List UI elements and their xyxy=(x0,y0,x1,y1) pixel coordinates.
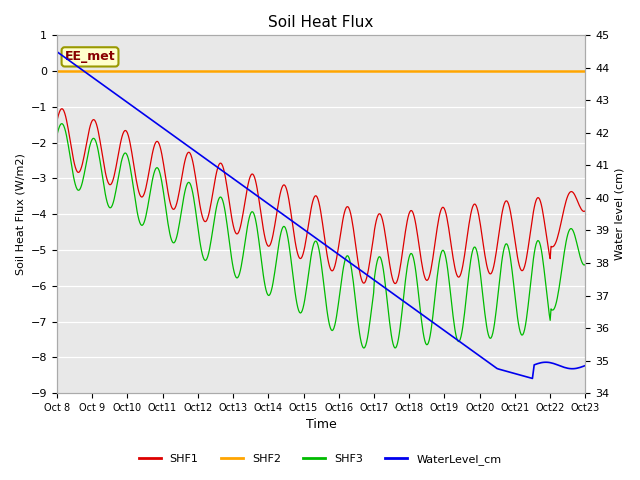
SHF3 xyxy=(58,121,66,127)
SHF2 xyxy=(88,68,96,74)
SHF3 xyxy=(189,194,197,200)
WaterLevel_cm xyxy=(367,275,375,281)
SHF3 xyxy=(53,133,61,139)
SHF2 xyxy=(53,68,61,74)
SHF1 xyxy=(582,208,589,214)
SHF1 xyxy=(189,163,197,168)
SHF1 xyxy=(408,208,415,214)
SHF3 xyxy=(147,183,155,189)
WaterLevel_cm xyxy=(582,362,589,368)
SHF1 xyxy=(147,156,155,162)
WaterLevel_cm xyxy=(529,375,536,381)
Y-axis label: Soil Heat Flux (W/m2): Soil Heat Flux (W/m2) xyxy=(15,153,25,275)
Y-axis label: Water level (cm): Water level (cm) xyxy=(615,168,625,261)
SHF3 xyxy=(360,345,368,351)
SHF1 xyxy=(452,272,460,277)
SHF1 xyxy=(365,262,373,268)
WaterLevel_cm xyxy=(53,48,61,54)
Line: SHF3: SHF3 xyxy=(57,124,586,348)
X-axis label: Time: Time xyxy=(306,419,337,432)
SHF3 xyxy=(408,251,415,256)
Line: SHF1: SHF1 xyxy=(57,108,586,284)
Legend: SHF1, SHF2, SHF3, WaterLevel_cm: SHF1, SHF2, SHF3, WaterLevel_cm xyxy=(134,450,506,469)
WaterLevel_cm xyxy=(366,274,374,280)
SHF3 xyxy=(293,300,301,306)
SHF3 xyxy=(452,335,460,341)
WaterLevel_cm xyxy=(534,361,541,367)
WaterLevel_cm xyxy=(499,367,506,373)
WaterLevel_cm xyxy=(376,282,384,288)
SHF3 xyxy=(582,262,589,267)
SHF1 xyxy=(391,281,399,287)
Line: WaterLevel_cm: WaterLevel_cm xyxy=(57,51,586,378)
SHF1 xyxy=(58,106,66,111)
SHF1 xyxy=(53,119,61,125)
Text: EE_met: EE_met xyxy=(65,50,115,63)
Title: Soil Heat Flux: Soil Heat Flux xyxy=(268,15,374,30)
SHF1 xyxy=(293,248,301,253)
WaterLevel_cm xyxy=(54,50,62,56)
SHF3 xyxy=(366,317,374,323)
